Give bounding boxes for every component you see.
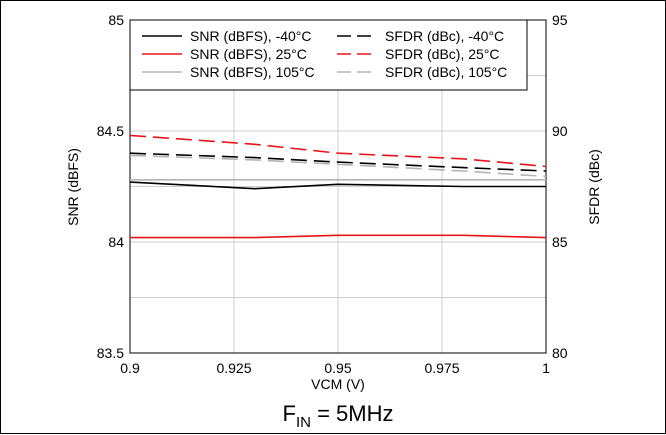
- series-line-snr-dbfs-25-c: [130, 234, 547, 239]
- y-left-tick-label: 84: [108, 234, 124, 250]
- legend-label: SFDR (dBc), 25°C: [385, 46, 500, 62]
- legend-box: [129, 19, 528, 91]
- y-left-tick-labels: 83.5 84 84.5 85: [97, 12, 124, 361]
- series-layer: [129, 134, 547, 239]
- caption-main: F: [283, 401, 296, 426]
- y-left-tick-label: 84.5: [97, 123, 124, 139]
- x-axis-label: VCM (V): [311, 376, 365, 392]
- series-line-sfdr-dbc-25-c: [129, 134, 547, 168]
- x-tick-label: 0.925: [216, 360, 251, 376]
- legend-label: SFDR (dBc), 105°C: [385, 64, 507, 80]
- y-right-tick-label: 95: [552, 12, 568, 28]
- series-line-snr-dbfs-40-c: [129, 181, 546, 190]
- y-left-tick-label: 85: [108, 12, 124, 28]
- y-right-tick-labels: 80 85 90 95: [552, 12, 568, 361]
- chart-caption: FIN = 5MHz: [283, 401, 394, 431]
- legend-label: SFDR (dBc), -40°C: [385, 28, 504, 44]
- caption-rest: = 5MHz: [311, 401, 394, 426]
- caption-sub: IN: [296, 414, 311, 431]
- legend: SNR (dBFS), -40°C SNR (dBFS), 25°C SNR (dB…: [129, 19, 528, 91]
- x-tick-label: 1: [542, 360, 550, 376]
- x-tick-label: 0.975: [424, 360, 459, 376]
- series-line-sfdr-dbc-40-c: [129, 152, 547, 172]
- y-left-tick-label: 83.5: [97, 345, 124, 361]
- y-right-axis-label: SFDR (dBc): [586, 149, 602, 224]
- y-right-tick-label: 85: [552, 234, 568, 250]
- legend-label: SNR (dBFS), 105°C: [190, 64, 315, 80]
- x-tick-label: 0.9: [120, 360, 140, 376]
- y-left-axis-label: SNR (dBFS): [65, 148, 81, 226]
- x-tick-labels: 0.9 0.925 0.95 0.975 1: [120, 360, 550, 376]
- y-right-tick-label: 80: [552, 345, 568, 361]
- y-right-tick-label: 90: [552, 123, 568, 139]
- legend-label: SNR (dBFS), -40°C: [190, 28, 312, 44]
- legend-label: SNR (dBFS), 25°C: [190, 46, 307, 62]
- series-line-sfdr-dbc-105-c: [129, 154, 547, 178]
- x-tick-label: 0.95: [324, 360, 351, 376]
